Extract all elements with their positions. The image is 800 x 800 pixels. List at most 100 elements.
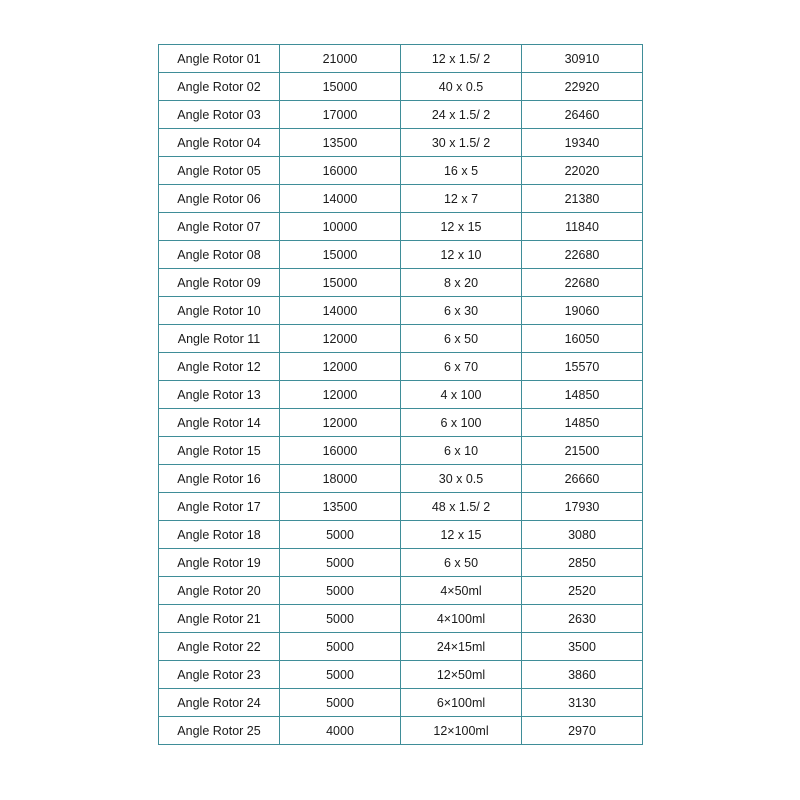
rotor-name-cell: Angle Rotor 03	[158, 100, 280, 129]
rotor-name-cell: Angle Rotor 15	[158, 436, 280, 465]
capacity-cell: 4 x 100	[400, 380, 522, 409]
table-row: Angle Rotor 16 18000 30 x 0.5 26660	[158, 464, 643, 493]
table-row: Angle Rotor 02 15000 40 x 0.5 22920	[158, 72, 643, 101]
max-speed-cell: 15000	[279, 72, 401, 101]
capacity-cell: 4×50ml	[400, 576, 522, 605]
max-speed-cell: 5000	[279, 688, 401, 717]
rcf-cell: 16050	[521, 324, 643, 353]
capacity-cell: 24 x 1.5/ 2	[400, 100, 522, 129]
rotor-name-cell: Angle Rotor 18	[158, 520, 280, 549]
capacity-cell: 12×100ml	[400, 716, 522, 745]
rcf-cell: 26660	[521, 464, 643, 493]
max-speed-cell: 5000	[279, 632, 401, 661]
rcf-cell: 14850	[521, 380, 643, 409]
rotor-name-cell: Angle Rotor 11	[158, 324, 280, 353]
table-row: Angle Rotor 04 13500 30 x 1.5/ 2 19340	[158, 128, 643, 157]
max-speed-cell: 13500	[279, 128, 401, 157]
max-speed-cell: 21000	[279, 44, 401, 73]
capacity-cell: 12 x 15	[400, 212, 522, 241]
capacity-cell: 24×15ml	[400, 632, 522, 661]
rotor-table-body: Angle Rotor 01 21000 12 x 1.5/ 2 30910 Angle…	[158, 44, 643, 745]
rcf-cell: 2630	[521, 604, 643, 633]
rotor-name-cell: Angle Rotor 19	[158, 548, 280, 577]
rotor-name-cell: Angle Rotor 04	[158, 128, 280, 157]
rcf-cell: 21500	[521, 436, 643, 465]
rcf-cell: 30910	[521, 44, 643, 73]
rotor-name-cell: Angle Rotor 23	[158, 660, 280, 689]
table-row: Angle Rotor 09 15000 8 x 20 22680	[158, 268, 643, 297]
max-speed-cell: 17000	[279, 100, 401, 129]
rcf-cell: 2970	[521, 716, 643, 745]
capacity-cell: 4×100ml	[400, 604, 522, 633]
rcf-cell: 22920	[521, 72, 643, 101]
capacity-cell: 6 x 70	[400, 352, 522, 381]
table-row: Angle Rotor 05 16000 16 x 5 22020	[158, 156, 643, 185]
rcf-cell: 3500	[521, 632, 643, 661]
capacity-cell: 6 x 10	[400, 436, 522, 465]
rcf-cell: 11840	[521, 212, 643, 241]
table-row: Angle Rotor 23 5000 12×50ml 3860	[158, 660, 643, 689]
rcf-cell: 19060	[521, 296, 643, 325]
rotor-name-cell: Angle Rotor 17	[158, 492, 280, 521]
capacity-cell: 12 x 10	[400, 240, 522, 269]
max-speed-cell: 14000	[279, 184, 401, 213]
rotor-name-cell: Angle Rotor 05	[158, 156, 280, 185]
rcf-cell: 21380	[521, 184, 643, 213]
table-row: Angle Rotor 13 12000 4 x 100 14850	[158, 380, 643, 409]
rotor-name-cell: Angle Rotor 02	[158, 72, 280, 101]
capacity-cell: 16 x 5	[400, 156, 522, 185]
rcf-cell: 15570	[521, 352, 643, 381]
table-row: Angle Rotor 06 14000 12 x 7 21380	[158, 184, 643, 213]
capacity-cell: 6×100ml	[400, 688, 522, 717]
rotor-name-cell: Angle Rotor 08	[158, 240, 280, 269]
capacity-cell: 12 x 7	[400, 184, 522, 213]
max-speed-cell: 5000	[279, 576, 401, 605]
rotor-name-cell: Angle Rotor 06	[158, 184, 280, 213]
max-speed-cell: 13500	[279, 492, 401, 521]
max-speed-cell: 5000	[279, 548, 401, 577]
rcf-cell: 14850	[521, 408, 643, 437]
max-speed-cell: 18000	[279, 464, 401, 493]
rotor-name-cell: Angle Rotor 21	[158, 604, 280, 633]
rcf-cell: 22680	[521, 240, 643, 269]
capacity-cell: 6 x 100	[400, 408, 522, 437]
table-row: Angle Rotor 22 5000 24×15ml 3500	[158, 632, 643, 661]
table-row: Angle Rotor 24 5000 6×100ml 3130	[158, 688, 643, 717]
rcf-cell: 2520	[521, 576, 643, 605]
max-speed-cell: 16000	[279, 156, 401, 185]
table-row: Angle Rotor 20 5000 4×50ml 2520	[158, 576, 643, 605]
max-speed-cell: 5000	[279, 604, 401, 633]
table-row: Angle Rotor 07 10000 12 x 15 11840	[158, 212, 643, 241]
table-row: Angle Rotor 21 5000 4×100ml 2630	[158, 604, 643, 633]
table-row: Angle Rotor 08 15000 12 x 10 22680	[158, 240, 643, 269]
rotor-name-cell: Angle Rotor 16	[158, 464, 280, 493]
rotor-name-cell: Angle Rotor 22	[158, 632, 280, 661]
capacity-cell: 6 x 30	[400, 296, 522, 325]
max-speed-cell: 5000	[279, 520, 401, 549]
rotor-name-cell: Angle Rotor 24	[158, 688, 280, 717]
rotor-name-cell: Angle Rotor 01	[158, 44, 280, 73]
table-row: Angle Rotor 19 5000 6 x 50 2850	[158, 548, 643, 577]
max-speed-cell: 10000	[279, 212, 401, 241]
max-speed-cell: 12000	[279, 408, 401, 437]
rcf-cell: 17930	[521, 492, 643, 521]
table-row: Angle Rotor 15 16000 6 x 10 21500	[158, 436, 643, 465]
capacity-cell: 12 x 1.5/ 2	[400, 44, 522, 73]
max-speed-cell: 5000	[279, 660, 401, 689]
max-speed-cell: 16000	[279, 436, 401, 465]
table-row: Angle Rotor 01 21000 12 x 1.5/ 2 30910	[158, 44, 643, 73]
max-speed-cell: 15000	[279, 268, 401, 297]
max-speed-cell: 14000	[279, 296, 401, 325]
capacity-cell: 30 x 0.5	[400, 464, 522, 493]
capacity-cell: 40 x 0.5	[400, 72, 522, 101]
table-row: Angle Rotor 03 17000 24 x 1.5/ 2 26460	[158, 100, 643, 129]
rotor-name-cell: Angle Rotor 10	[158, 296, 280, 325]
table-row: Angle Rotor 11 12000 6 x 50 16050	[158, 324, 643, 353]
rcf-cell: 3080	[521, 520, 643, 549]
max-speed-cell: 12000	[279, 380, 401, 409]
max-speed-cell: 4000	[279, 716, 401, 745]
max-speed-cell: 15000	[279, 240, 401, 269]
table-row: Angle Rotor 25 4000 12×100ml 2970	[158, 716, 643, 745]
rcf-cell: 2850	[521, 548, 643, 577]
max-speed-cell: 12000	[279, 324, 401, 353]
